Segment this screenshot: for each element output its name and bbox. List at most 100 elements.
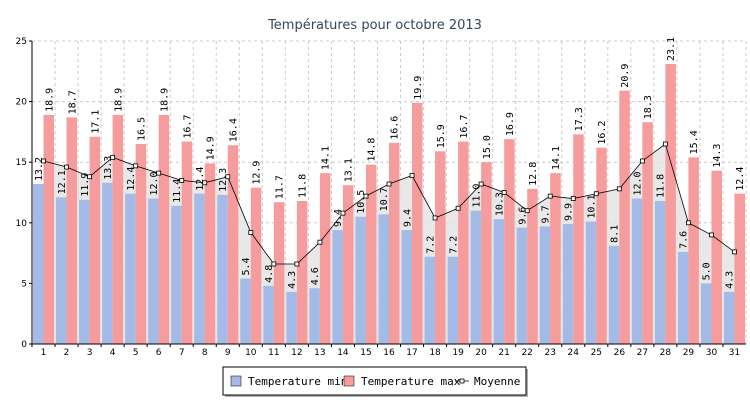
x-tick-label: 14 — [337, 348, 349, 358]
bar-temperature-max — [688, 157, 699, 344]
bar-temperature-min — [470, 210, 482, 344]
label-temperature-max: 14.1 — [321, 146, 332, 170]
bar-temperature-min — [516, 227, 528, 344]
bar-temperature-max — [596, 147, 607, 344]
bar-temperature-max — [504, 139, 515, 344]
bar-temperature-min — [56, 197, 67, 344]
label-temperature-max: 18.9 — [159, 88, 170, 112]
mean-point — [271, 261, 277, 267]
bar-temperature-max — [389, 142, 400, 344]
bar-temperature-max — [665, 64, 676, 344]
label-temperature-min: 12.0 — [149, 171, 160, 195]
x-tick-label: 26 — [614, 348, 626, 358]
label-temperature-max: 15.4 — [689, 130, 700, 154]
bar-temperature-min — [585, 221, 597, 344]
mean-point — [156, 170, 162, 176]
label-temperature-max: 18.9 — [44, 88, 55, 112]
mean-point — [110, 154, 116, 160]
legend-label: Temperature min — [248, 375, 347, 388]
label-temperature-max: 15.0 — [482, 135, 493, 159]
label-temperature-max: 19.9 — [413, 76, 424, 100]
label-temperature-min: 7.2 — [448, 236, 459, 254]
x-tick-label: 18 — [429, 348, 441, 358]
bar-temperature-max — [619, 90, 630, 344]
bar-temperature-max — [43, 114, 55, 344]
label-temperature-max: 14.8 — [367, 138, 378, 162]
x-tick-label: 30 — [706, 348, 718, 358]
bar-temperature-max — [365, 164, 377, 344]
label-temperature-min: 11.8 — [656, 174, 667, 198]
label-temperature-max: 15.9 — [436, 124, 447, 148]
label-temperature-max: 17.3 — [574, 107, 585, 131]
y-tick-label: 20 — [16, 98, 28, 108]
bar-temperature-min — [79, 199, 90, 344]
mean-point — [202, 180, 208, 186]
label-temperature-max: 18.3 — [643, 95, 654, 119]
label-temperature-min: 11.9 — [80, 173, 91, 197]
legend-box — [222, 366, 527, 396]
label-temperature-max: 14.3 — [712, 144, 723, 168]
mean-point — [570, 196, 576, 201]
bar-temperature-min — [723, 291, 735, 344]
mean-point — [686, 220, 691, 226]
bar-temperature-max — [227, 145, 239, 344]
x-tick-label: 4 — [110, 348, 116, 358]
bar-temperature-max — [550, 173, 561, 344]
label-temperature-min: 12.1 — [57, 170, 68, 194]
label-temperature-max: 18.7 — [67, 90, 78, 114]
label-temperature-min: 13.3 — [103, 156, 114, 180]
mean-point — [225, 174, 231, 180]
bar-temperature-min — [608, 245, 620, 344]
mean-point — [340, 210, 346, 216]
mean-point — [386, 181, 392, 187]
label-temperature-max: 17.1 — [90, 110, 101, 134]
label-temperature-min: 13.2 — [34, 157, 45, 181]
label-temperature-min: 9.6 — [517, 207, 528, 225]
label-temperature-min: 9.7 — [540, 205, 551, 223]
label-temperature-min: 10.7 — [379, 187, 390, 211]
label-temperature-min: 11.4 — [172, 179, 183, 203]
x-tick-label: 10 — [245, 348, 257, 358]
label-temperature-min: 4.3 — [287, 271, 298, 289]
label-temperature-min: 11.0 — [471, 184, 482, 208]
x-tick-label: 15 — [360, 348, 371, 358]
mean-point — [616, 186, 622, 192]
label-temperature-min: 8.1 — [610, 225, 621, 243]
label-temperature-min: 10.5 — [356, 190, 367, 214]
legend-label: Moyenne — [474, 375, 520, 388]
label-temperature-max: 16.4 — [229, 118, 240, 142]
label-temperature-min: 10.1 — [587, 194, 598, 218]
bar-temperature-max — [250, 187, 262, 344]
mean-point — [363, 193, 369, 199]
x-tick-label: 13 — [314, 348, 325, 358]
bar-temperature-min — [240, 278, 251, 344]
label-temperature-max: 18.9 — [113, 88, 124, 112]
label-temperature-max: 11.8 — [298, 174, 309, 198]
bar-temperature-max — [135, 144, 147, 344]
bar-temperature-max — [573, 134, 584, 344]
bar-temperature-max — [458, 141, 469, 344]
x-tick-label: 5 — [133, 348, 139, 358]
data-labels: 13.2 18.9 12.1 18.7 11.9 17.1 13.3 18.9 12.4 16.5… — [34, 37, 746, 289]
y-tick-label: 15 — [16, 158, 27, 168]
chart-title: Températures pour octobre 2013 — [267, 18, 482, 33]
bar-temperature-min — [309, 288, 320, 344]
x-tick-label: 17 — [406, 348, 417, 358]
x-tick-label: 19 — [452, 348, 464, 358]
bar-temperature-max — [66, 117, 78, 344]
bar-temperature-max — [435, 151, 446, 344]
label-temperature-max: 12.8 — [528, 162, 539, 186]
legend-swatch-temperature-max — [343, 375, 355, 387]
x-tick-label: 12 — [291, 348, 302, 358]
bar-temperature-max — [181, 141, 193, 344]
bar-temperature-max — [481, 162, 492, 344]
bar-temperature-min — [263, 285, 274, 344]
bar-temperature-max — [734, 193, 745, 344]
x-tick-label: 11 — [268, 348, 279, 358]
bar-temperature-max — [89, 136, 101, 344]
bar-temperature-min — [194, 193, 205, 344]
label-temperature-min: 5.0 — [702, 262, 713, 280]
label-temperature-min: 12.0 — [633, 171, 644, 195]
